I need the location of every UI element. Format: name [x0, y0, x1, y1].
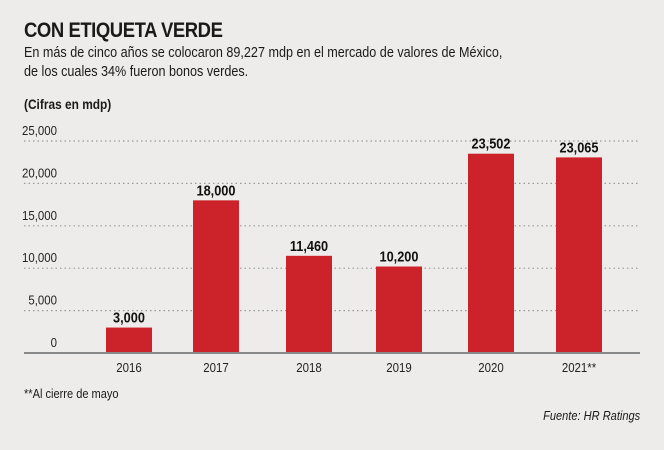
subtitle-line-2: de los cuales 34% fueron bonos verdes. — [24, 63, 249, 80]
x-tick-label: 2017 — [203, 360, 229, 375]
x-tick-label: 2021** — [562, 360, 597, 375]
chart-title: CON ETIQUETA VERDE — [24, 19, 223, 42]
bar-2017 — [193, 200, 239, 353]
chart-subtitle: En más de cinco años se colocaron 89,227… — [24, 43, 612, 81]
unit-label: (Cifras en mdp) — [24, 96, 112, 112]
bar-2020 — [468, 153, 514, 353]
data-label: 10,200 — [380, 247, 419, 264]
data-label: 23,502 — [472, 135, 511, 152]
footnote: **Al cierre de mayo — [24, 386, 119, 401]
bar-2016 — [106, 327, 152, 353]
data-label: 3,000 — [113, 309, 145, 326]
x-tick-label: 2018 — [296, 360, 322, 375]
bar-2019 — [376, 266, 422, 353]
source-note: Fuente: HR Ratings — [542, 408, 640, 423]
data-label: 11,460 — [290, 237, 328, 254]
data-label: 23,065 — [560, 138, 599, 155]
x-tick-label: 2019 — [386, 360, 412, 375]
subtitle-line-1: En más de cinco años se colocaron 89,227… — [24, 44, 503, 61]
y-tick-label: 10,000 — [22, 251, 57, 266]
y-tick-label: 25,000 — [22, 123, 57, 138]
data-label: 18,000 — [197, 181, 236, 198]
y-tick-label: 0 — [51, 335, 58, 350]
x-tick-label: 2020 — [478, 360, 504, 375]
y-tick-label: 15,000 — [22, 208, 57, 223]
x-tick-label: 2016 — [116, 360, 142, 375]
y-tick-label: 5,000 — [28, 293, 57, 308]
y-tick-label: 20,000 — [22, 166, 57, 181]
bar-2018 — [286, 255, 332, 353]
bar-2021** — [556, 157, 602, 353]
